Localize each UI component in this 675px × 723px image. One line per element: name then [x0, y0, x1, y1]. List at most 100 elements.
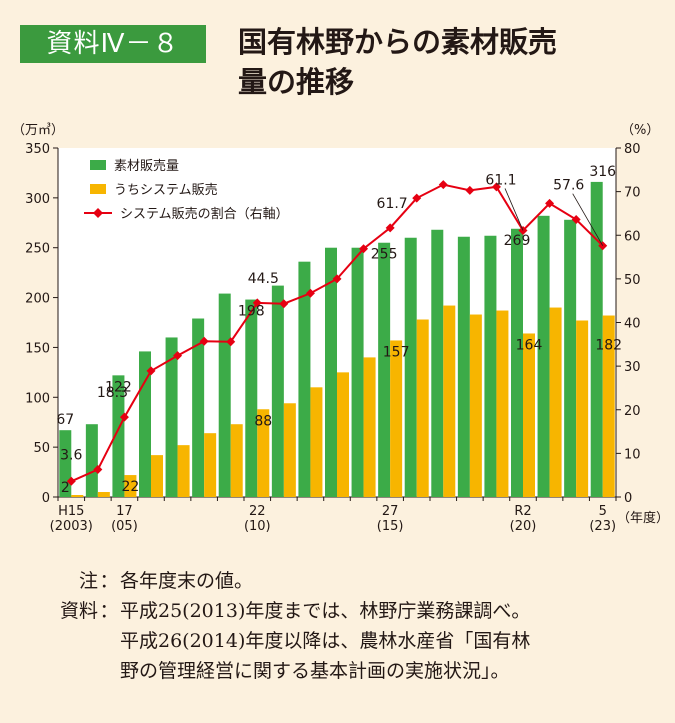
- bar-total: [85, 424, 98, 497]
- x-tick-label-year: (10): [244, 519, 271, 534]
- bar-system: [496, 310, 509, 497]
- bar-system: [363, 357, 376, 497]
- bar-system: [230, 424, 243, 497]
- data-label: 88: [254, 413, 272, 429]
- x-tick-label-year: (05): [111, 519, 138, 534]
- left-tick-label: 100: [25, 391, 50, 406]
- bar-system: [443, 305, 456, 497]
- legend-label-system: うちシステム販売: [114, 182, 218, 198]
- x-tick-label-year: (2003): [50, 519, 93, 534]
- bar-system: [337, 372, 349, 497]
- label-leader: [504, 188, 524, 231]
- bar-system: [310, 387, 323, 497]
- bar-system: [390, 340, 403, 497]
- right-tick-label: 70: [624, 186, 641, 201]
- data-label: 2: [61, 480, 70, 496]
- data-label: 61.1: [485, 172, 516, 188]
- note-label: 資料: [59, 600, 98, 622]
- left-tick-label: 0: [42, 491, 50, 506]
- bar-total: [537, 215, 550, 497]
- bar-system: [602, 315, 615, 497]
- note-row: 資料 ： 平成25(2013)年度までは、林野庁業務課調べ。: [18, 596, 668, 626]
- x-tick-label: 22: [249, 504, 266, 519]
- ratio-point: [226, 337, 236, 347]
- right-tick-label: 60: [624, 229, 641, 244]
- left-tick-label: 250: [25, 242, 50, 257]
- bar-system: [204, 433, 217, 497]
- right-tick-label: 40: [624, 317, 641, 332]
- bar-system: [97, 492, 110, 497]
- data-label: 67: [56, 412, 74, 428]
- legend-swatch-marker: [93, 208, 103, 218]
- data-label: 269: [504, 233, 531, 249]
- bar-total: [431, 229, 444, 497]
- bar-total: [192, 318, 205, 497]
- bar-total: [378, 242, 391, 497]
- data-label: 18.3: [97, 385, 128, 401]
- bar-system: [257, 409, 270, 497]
- data-label: 157: [383, 344, 410, 360]
- ratio-point: [465, 185, 475, 195]
- note-text: 各年度末の値。: [120, 570, 254, 592]
- bars: [59, 181, 615, 498]
- ratio-point: [146, 366, 156, 376]
- data-label: 164: [516, 337, 543, 353]
- right-tick-label: 50: [624, 273, 641, 288]
- ratio-point: [545, 198, 555, 208]
- bar-system: [416, 319, 429, 497]
- figure-badge: 資料Ⅳ－８: [20, 25, 206, 63]
- bar-system: [549, 307, 562, 497]
- ratio-point: [305, 288, 315, 298]
- bar-total: [271, 285, 284, 497]
- x-tick-label-year: (23): [589, 519, 616, 534]
- data-label: 182: [595, 338, 622, 354]
- bar-total: [245, 299, 258, 497]
- legend-label-total: 素材販売量: [114, 158, 179, 174]
- notes: 注 ： 各年度末の値。 資料 ： 平成25(2013)年度までは、林野庁業務課調…: [18, 566, 668, 686]
- bar-total: [484, 235, 497, 497]
- x-tick-label: 5: [599, 504, 607, 519]
- left-tick-label: 350: [25, 142, 50, 157]
- ratio-point: [173, 351, 183, 361]
- right-tick-label: 20: [624, 404, 641, 419]
- bar-system: [71, 495, 84, 497]
- left-tick-label: 300: [25, 192, 50, 207]
- bar-total: [457, 236, 470, 497]
- bar-system: [576, 320, 589, 497]
- ratio-point: [252, 298, 262, 308]
- bar-system: [283, 403, 296, 497]
- data-label: 44.5: [248, 271, 279, 287]
- note-colon: [98, 656, 120, 686]
- x-tick-label-year: (20): [510, 519, 537, 534]
- note-label: [18, 626, 98, 656]
- note-colon: ：: [99, 570, 119, 592]
- bar-total: [218, 293, 231, 497]
- note-label: [18, 656, 98, 686]
- ratio-point: [571, 215, 581, 225]
- right-tick-label: 10: [624, 447, 641, 462]
- ratio-point: [279, 299, 289, 309]
- legend-label-ratio: システム販売の割合（右軸）: [120, 206, 289, 222]
- bar-total: [404, 237, 417, 497]
- note-row: 平成26(2014)年度以降は、農林水産省「国有林: [18, 626, 668, 656]
- data-label: 61.7: [377, 196, 408, 212]
- bar-total: [165, 337, 178, 497]
- note-text: 平成25(2013)年度までは、林野庁業務課調べ。: [120, 600, 531, 622]
- bar-system: [469, 314, 482, 497]
- ratio-point: [385, 223, 395, 233]
- note-colon: [98, 626, 120, 656]
- right-tick-label: 0: [624, 491, 632, 506]
- note-label: 注: [78, 570, 98, 592]
- left-axis-unit: （万㎥）: [12, 123, 64, 138]
- data-label: 316: [589, 164, 616, 180]
- bar-total: [511, 228, 523, 498]
- bar-system: [177, 445, 190, 497]
- bar-total: [112, 375, 125, 497]
- ratio-point: [199, 336, 209, 346]
- label-leader: [572, 193, 604, 246]
- right-tick-label: 30: [624, 360, 641, 375]
- x-tick-label: 17: [116, 504, 133, 519]
- title-line-1: 国有林野からの素材販売: [238, 25, 558, 59]
